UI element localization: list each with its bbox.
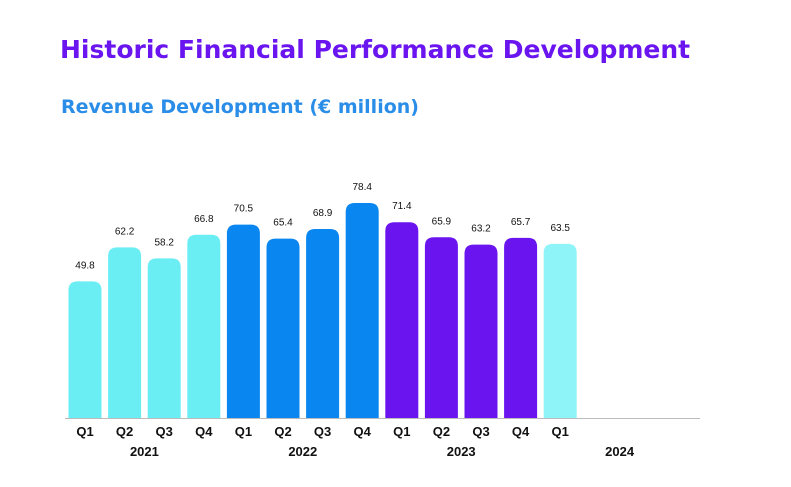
bar-value-label: 63.5: [550, 223, 570, 234]
x-tick-label: Q1: [235, 424, 252, 439]
bar-value-label: 58.2: [154, 237, 174, 248]
x-tick-label: Q3: [472, 424, 489, 439]
chart-subtitle: Revenue Development (€ million): [61, 96, 419, 118]
bar-value-label: 63.2: [471, 224, 491, 235]
x-tick-label: Q3: [314, 424, 331, 439]
bar-value-label: 78.4: [352, 182, 372, 193]
bar-2: [108, 247, 142, 418]
x-tick-label: Q1: [393, 424, 410, 439]
bar-4: [187, 234, 221, 418]
x-tick-label: Q4: [195, 424, 213, 439]
x-tick-label: Q3: [156, 424, 173, 439]
bar-5: [226, 224, 260, 418]
x-tick-label: Q1: [552, 424, 569, 439]
page-title: Historic Financial Performance Developme…: [60, 35, 691, 64]
bar-value-label: 66.8: [194, 214, 214, 225]
bar-8: [345, 203, 379, 418]
bar-6: [266, 238, 300, 418]
bar-7: [306, 229, 340, 418]
bar-3: [147, 258, 181, 418]
x-tick-label: Q4: [354, 424, 372, 439]
year-group-label: 2024: [605, 444, 635, 459]
bar-11: [464, 244, 498, 418]
bar-value-label: 70.5: [234, 204, 254, 215]
bar-value-label: 65.4: [273, 218, 293, 229]
bar-10: [424, 237, 458, 418]
year-group-label: 2023: [447, 444, 476, 459]
x-tick-label: Q1: [76, 424, 93, 439]
year-group-label: 2022: [288, 444, 317, 459]
bar-value-label: 62.2: [115, 226, 135, 237]
bar-13: [543, 243, 577, 418]
bar-1: [68, 281, 102, 418]
x-tick-label: Q2: [433, 424, 450, 439]
year-group-label: 2021: [130, 444, 159, 459]
bar-9: [385, 222, 419, 418]
x-tick-label: Q2: [116, 424, 133, 439]
bar-value-label: 65.9: [432, 216, 452, 227]
bar-12: [504, 237, 538, 418]
bar-value-label: 71.4: [392, 201, 412, 212]
x-tick-label: Q4: [512, 424, 530, 439]
bar-value-label: 68.9: [313, 208, 333, 219]
bar-value-label: 49.8: [75, 260, 95, 271]
x-tick-label: Q2: [274, 424, 291, 439]
bar-value-label: 65.7: [511, 217, 531, 228]
